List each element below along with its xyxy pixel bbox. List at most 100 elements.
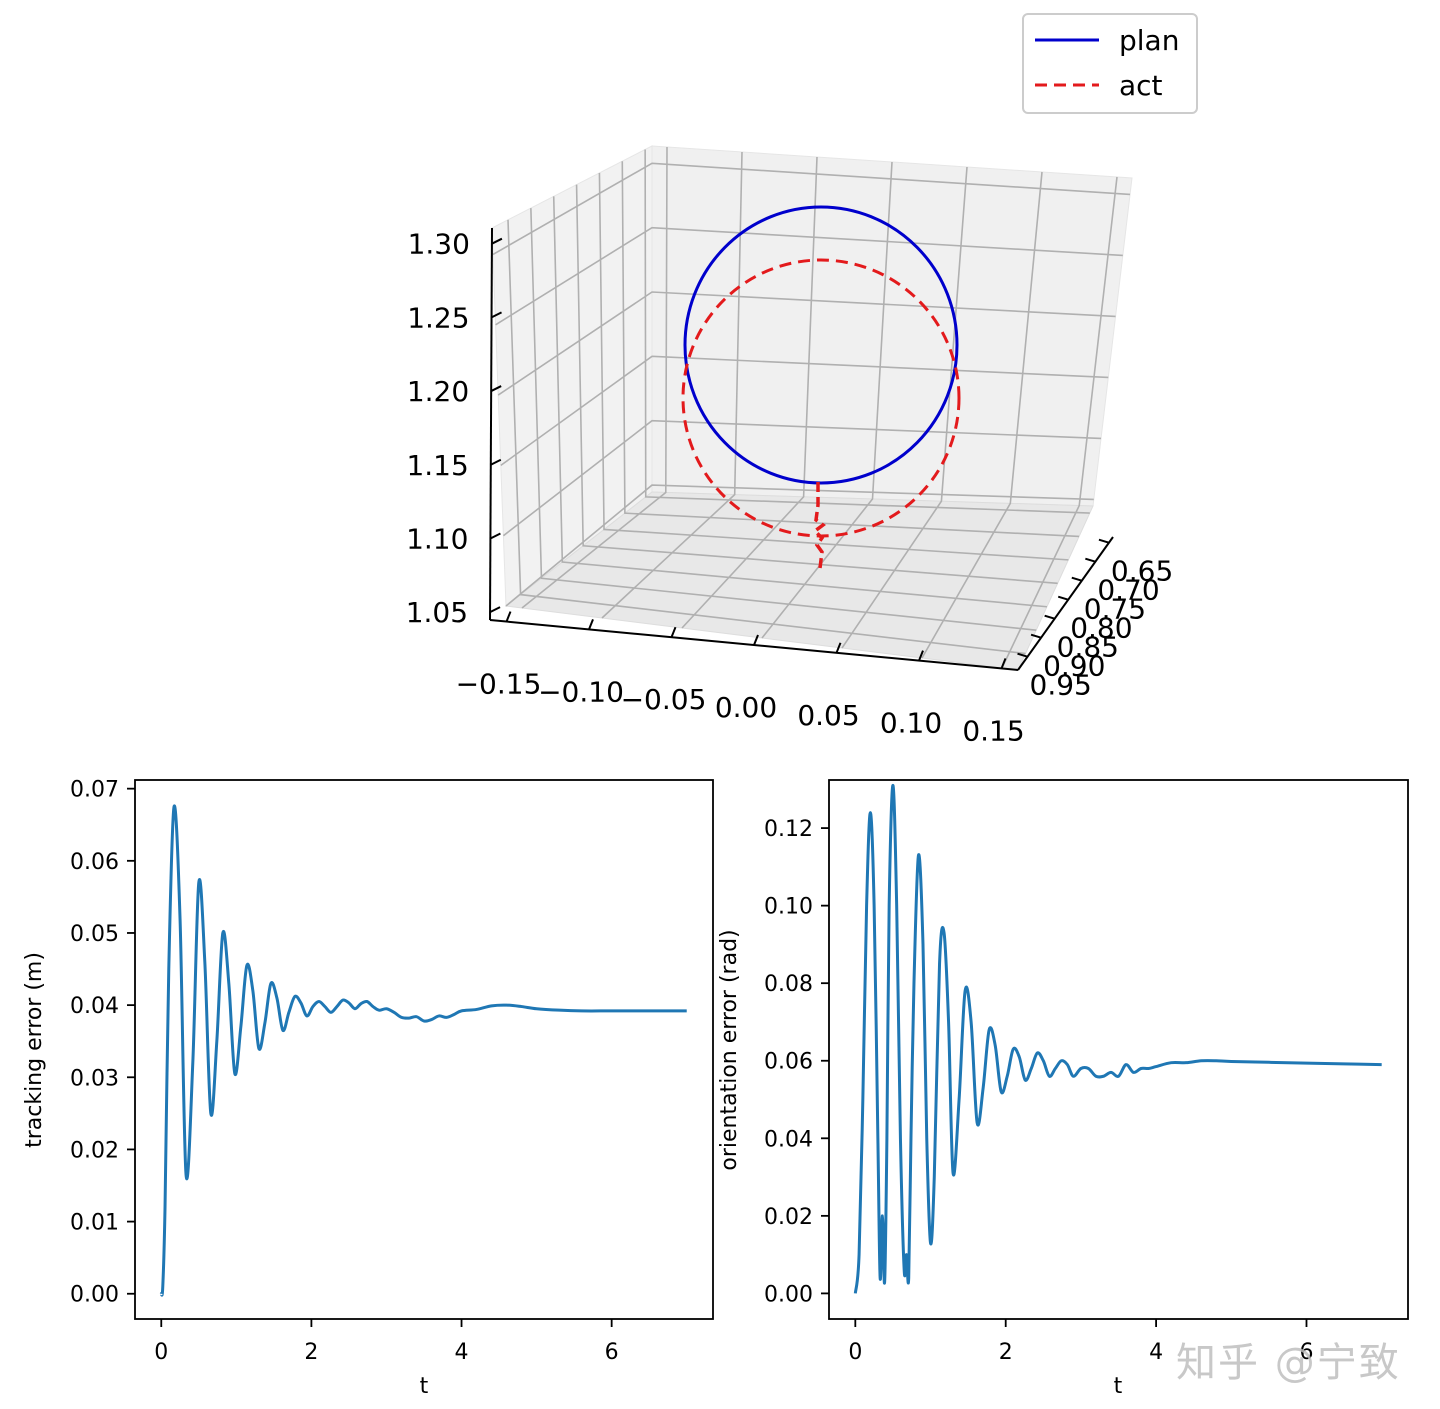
- grid-z-line: [502, 419, 1102, 537]
- y-tick-label: 0.03: [70, 1066, 119, 1091]
- x-tick-label: 0.15: [962, 714, 1024, 747]
- act-transient: [812, 482, 826, 569]
- grid-z-line: [492, 162, 1131, 256]
- y-tick-label: 0.01: [70, 1211, 119, 1236]
- plan-circle: [683, 205, 959, 485]
- y-tick-label: 0.70: [1097, 574, 1159, 607]
- x-tick-mark: [670, 626, 677, 638]
- x-tick-mark: [1000, 658, 1007, 669]
- y-tick-label: 0.90: [1043, 650, 1105, 683]
- x-tick-mark: [918, 650, 924, 661]
- xlabel-right: t: [1114, 1374, 1123, 1399]
- grid-y-line: [598, 172, 1069, 561]
- y-tick-mark: [1085, 557, 1096, 563]
- plot-orientation-error: 0.00 0.02 0.04 0.06 0.08 0.10 0.12 0 2 4 6 t orien…: [717, 779, 1409, 1399]
- z-tick-mark: [491, 311, 502, 319]
- y-tick-label: 0.04: [70, 994, 119, 1019]
- grid-x-line: [521, 146, 668, 609]
- grid-y-line: [507, 219, 1026, 655]
- y-tick-label: 0.00: [764, 1282, 813, 1307]
- grid-y-line: [621, 161, 1080, 538]
- x-tick-mark: [588, 619, 594, 630]
- z-tick-label: 1.05: [406, 596, 468, 629]
- pane-back: [651, 145, 1133, 507]
- y-tick-label: 0.02: [764, 1205, 813, 1230]
- z-tick-mark: [491, 237, 503, 245]
- grid-y-line: [575, 184, 1058, 585]
- y-tick-label: 0.02: [70, 1138, 119, 1163]
- y-tick-label: 0.85: [1057, 631, 1119, 664]
- y-tick-label: 0.65: [1111, 555, 1173, 588]
- y-tick-label: 0.04: [764, 1127, 813, 1152]
- x-tick-label: 0: [848, 1340, 862, 1365]
- legend: plan act: [1022, 13, 1198, 114]
- y-tick-label: 0.10: [764, 895, 813, 920]
- ticks-left: 0.00 0.01 0.02 0.03 0.04 0.05 0.06 0.07 0 2 4 6: [70, 778, 619, 1365]
- z-tick-mark: [489, 532, 501, 540]
- x-tick-label: 2: [304, 1340, 318, 1365]
- watermark: 知乎 @宁致: [1176, 1340, 1401, 1386]
- plot-tracking-error: 0.00 0.01 0.02 0.03 0.04 0.05 0.06 0.07 0 2 4 6 t t…: [22, 778, 714, 1399]
- series-line-tracking: [159, 804, 687, 1297]
- y-tick-mark: [1057, 595, 1069, 601]
- x-tick-label: 0.00: [715, 691, 777, 724]
- grid-x-line: [681, 156, 818, 629]
- xlabel-left: t: [420, 1374, 429, 1399]
- grid-x-line: [601, 151, 743, 619]
- y-tick-label: 0.00: [70, 1283, 119, 1308]
- y-tick-mark: [1017, 652, 1028, 658]
- y-tick-label: 0.06: [70, 850, 119, 875]
- x-tick-label: 0.05: [797, 699, 859, 732]
- z-tick-mark: [489, 606, 501, 614]
- z-tick-label: 1.20: [407, 375, 469, 408]
- x-tick-mark: [505, 611, 512, 622]
- y-tick-mark: [1098, 538, 1110, 544]
- x-tick-label: 0: [154, 1340, 168, 1365]
- z-tick-label: 1.30: [408, 228, 470, 261]
- series-line-orientation: [853, 783, 1382, 1294]
- ticks-3d: 1.051.101.151.201.251.30−0.15−0.10−0.05 0…: [406, 228, 1174, 748]
- grid-y-line: [530, 208, 1037, 631]
- grid-x-line: [1001, 176, 1118, 669]
- grid-y-line: [552, 196, 1048, 608]
- z-tick-mark: [490, 385, 502, 392]
- z-tick-label: 1.15: [406, 449, 468, 482]
- ticks-right: 0.00 0.02 0.04 0.06 0.08 0.10 0.12 0 2 4 6: [764, 817, 1313, 1365]
- y-tick-mark: [1071, 576, 1083, 582]
- x-tick-label: −0.15: [456, 668, 542, 701]
- y-tick-label: 0.06: [764, 1050, 813, 1075]
- y-tick-label: 0.95: [1030, 669, 1092, 702]
- z-axis-line: [489, 227, 493, 621]
- x-tick-label: 0.10: [880, 707, 942, 740]
- legend-act-label: act: [1119, 69, 1163, 102]
- z-tick-mark: [490, 458, 502, 466]
- ylabel-left: tracking error (m): [22, 952, 47, 1148]
- x-tick-label: 6: [605, 1340, 619, 1365]
- x-tick-label: −0.10: [538, 675, 624, 708]
- x-tick-label: 2: [999, 1340, 1013, 1365]
- x-tick-mark: [835, 642, 842, 654]
- grid-z-line: [495, 226, 1123, 326]
- grid-z-line: [505, 484, 1094, 607]
- x-tick-label: 6: [1299, 1340, 1313, 1365]
- y-tick-mark: [1030, 633, 1042, 639]
- x-tick-mark: [753, 634, 759, 646]
- y-axis-line: [1017, 536, 1114, 671]
- y-tick-mark: [1044, 614, 1055, 620]
- y-tick-label: 0.07: [70, 778, 119, 803]
- y-tick-label: 0.08: [764, 972, 813, 997]
- grid-3d: [492, 146, 1131, 669]
- y-tick-label: 0.05: [70, 922, 119, 947]
- y-tick-label: 0.80: [1070, 612, 1132, 645]
- grid-x-line: [841, 166, 968, 649]
- z-tick-label: 1.10: [406, 522, 468, 555]
- axes-frame-left: [134, 779, 714, 1320]
- x-tick-label: 4: [1149, 1340, 1163, 1365]
- axes-frame-right: [828, 779, 1409, 1320]
- y-tick-label: 0.75: [1084, 593, 1146, 626]
- grid-y-line: [644, 149, 1090, 514]
- legend-plan-label: plan: [1119, 24, 1179, 57]
- grid-x-line: [761, 161, 893, 639]
- z-tick-label: 1.25: [407, 301, 469, 334]
